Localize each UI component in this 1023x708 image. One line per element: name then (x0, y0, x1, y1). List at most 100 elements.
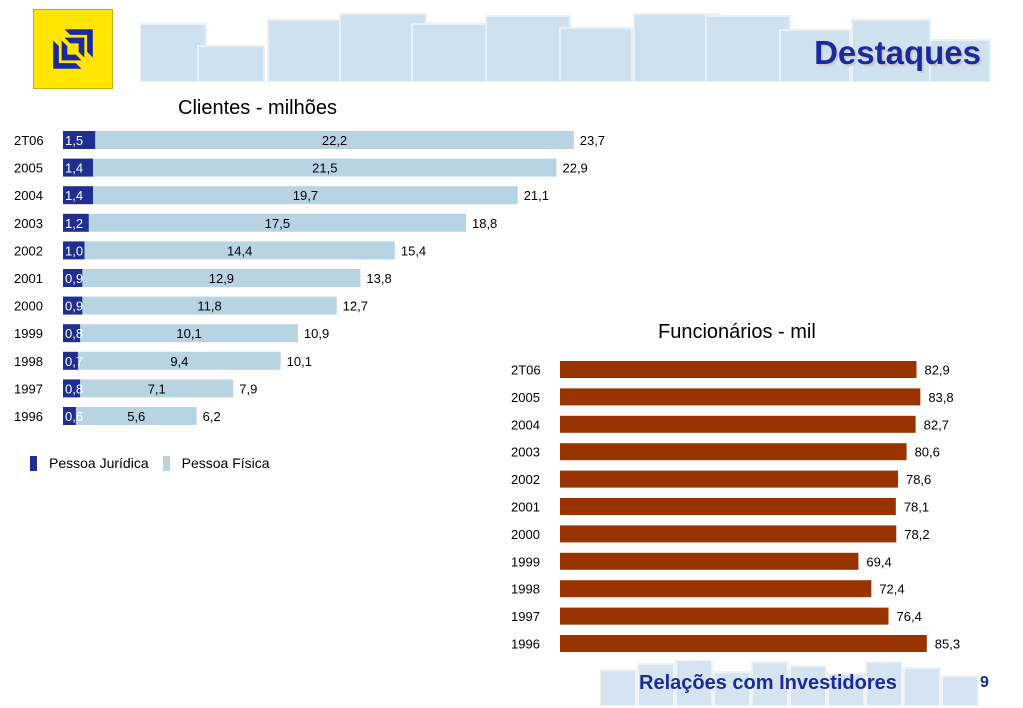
clientes-bar-pj (63, 241, 85, 260)
header-deco-bar (779, 29, 851, 82)
funcionarios-value-label: 83,8 (928, 390, 953, 405)
clientes-label-pj: 0,8 (65, 326, 83, 341)
funcionarios-bar (560, 498, 896, 515)
funcionarios-bar (560, 635, 927, 652)
clientes-category-label: 1998 (14, 354, 43, 369)
clientes-label-pf: 5,6 (127, 409, 145, 424)
funcionarios-bar (560, 470, 898, 488)
banco-do-brasil-logo (33, 9, 113, 89)
clientes-label-total: 10,9 (304, 326, 329, 341)
clientes-label-pj: 1,2 (65, 216, 83, 231)
funcionarios-bar (560, 580, 872, 598)
legend-item-pj: Pessoa Jurídica (30, 455, 149, 471)
header-deco-bar (851, 19, 931, 82)
clientes-category-label: 2002 (14, 243, 43, 258)
clientes-legend: Pessoa Jurídica Pessoa Física (30, 455, 284, 471)
funcionarios-category-label: 1999 (511, 554, 540, 569)
funcionarios-value-label: 85,3 (935, 637, 960, 652)
clientes-category-label: 2005 (14, 161, 43, 176)
funcionarios-value-label: 69,4 (866, 554, 891, 569)
clientes-label-pj: 1,4 (65, 188, 83, 203)
clientes-bar-pf (80, 379, 234, 398)
clientes-label-total: 12,7 (343, 299, 368, 314)
funcionarios-bar (560, 443, 907, 461)
clientes-bar-pf (88, 213, 466, 232)
header-deco-bar (929, 39, 991, 82)
clientes-label-pf: 14,4 (227, 243, 252, 258)
clientes-label-pf: 9,4 (170, 354, 188, 369)
clientes-bar-pf (95, 131, 574, 149)
footer-deco-bar (865, 661, 903, 706)
clientes-label-pf: 10,1 (176, 326, 201, 341)
clientes-label-total: 10,1 (287, 354, 312, 369)
footer-deco-bar (751, 661, 789, 706)
clientes-label-total: 13,8 (366, 271, 391, 286)
clientes-category-label: 1999 (14, 326, 43, 341)
page-number: 9 (980, 674, 989, 691)
clientes-label-pf: 19,7 (293, 188, 318, 203)
clientes-bar-pj (63, 186, 94, 205)
clientes-bar-pf (93, 186, 518, 205)
clientes-category-label: 2003 (14, 216, 43, 231)
header-deco-bar (705, 15, 791, 82)
clientes-label-total: 23,7 (580, 133, 605, 148)
funcionarios-bar (560, 525, 897, 543)
clientes-bar-pj (63, 407, 76, 425)
funcionarios-value-label: 80,6 (915, 445, 940, 460)
clientes-bar-pj (63, 131, 96, 149)
clientes-label-pf: 7,1 (148, 381, 166, 396)
clientes-label-pf: 22,2 (322, 133, 347, 148)
clientes-label-total: 18,8 (472, 216, 497, 231)
clientes-category-label: 2004 (14, 188, 43, 203)
clientes-bar-pf (82, 269, 361, 287)
footer-title: Relações com Investidores (639, 672, 897, 694)
legend-label-pf: Pessoa Física (181, 455, 270, 471)
header-deco-bar (559, 27, 633, 82)
header-deco-bar (411, 23, 495, 82)
funcionarios-category-label: 1996 (511, 637, 540, 652)
clientes-bar-pf (80, 324, 298, 343)
footer-deco-bar (827, 673, 865, 706)
clientes-category-label: 1996 (14, 409, 43, 424)
funcionarios-category-label: 2T06 (511, 363, 541, 378)
header-deco-bar (197, 45, 265, 82)
funcionarios-bar (560, 552, 859, 570)
clientes-category-label: 2000 (14, 299, 43, 314)
funcionarios-value-label: 82,7 (924, 417, 949, 432)
clientes-bar-pf (93, 158, 557, 177)
clientes-label-total: 15,4 (401, 243, 426, 258)
clientes-bar-pj (63, 213, 89, 232)
clientes-label-pj: 0,6 (65, 409, 83, 424)
funcionarios-category-label: 2000 (511, 527, 540, 542)
clientes-chart-title: Clientes - milhões (178, 97, 337, 119)
funcionarios-value-label: 78,2 (904, 527, 929, 542)
footer-deco-bar (675, 660, 713, 706)
footer-deco-bar (637, 663, 675, 706)
clientes-label-pj: 0,8 (65, 381, 83, 396)
funcionarios-bar (560, 388, 921, 406)
clientes-bar-pj (63, 324, 81, 343)
clientes-bar-pf (75, 407, 197, 425)
legend-label-pj: Pessoa Jurídica (49, 455, 149, 471)
funcionarios-category-label: 2003 (511, 445, 540, 460)
funcionarios-category-label: 2005 (511, 390, 540, 405)
clientes-label-pj: 1,0 (65, 243, 83, 258)
funcionarios-bar (560, 361, 917, 378)
clientes-label-pf: 17,5 (265, 216, 290, 231)
clientes-label-pf: 21,5 (312, 161, 337, 176)
footer-deco-bar (600, 669, 637, 706)
clientes-label-pj: 0,9 (65, 299, 83, 314)
footer-deco-bar (789, 665, 827, 706)
clientes-label-pf: 12,9 (209, 271, 234, 286)
clientes-label-pj: 1,5 (65, 133, 83, 148)
clientes-label-total: 22,9 (562, 161, 587, 176)
funcionarios-chart-title: Funcionários - mil (658, 321, 816, 343)
clientes-bar-pf (78, 351, 281, 370)
clientes-label-total: 7,9 (239, 381, 257, 396)
legend-swatch-pf (162, 455, 170, 471)
funcionarios-category-label: 2004 (511, 417, 540, 432)
header-decorative-bars (140, 13, 991, 82)
funcionarios-category-label: 1998 (511, 582, 540, 597)
